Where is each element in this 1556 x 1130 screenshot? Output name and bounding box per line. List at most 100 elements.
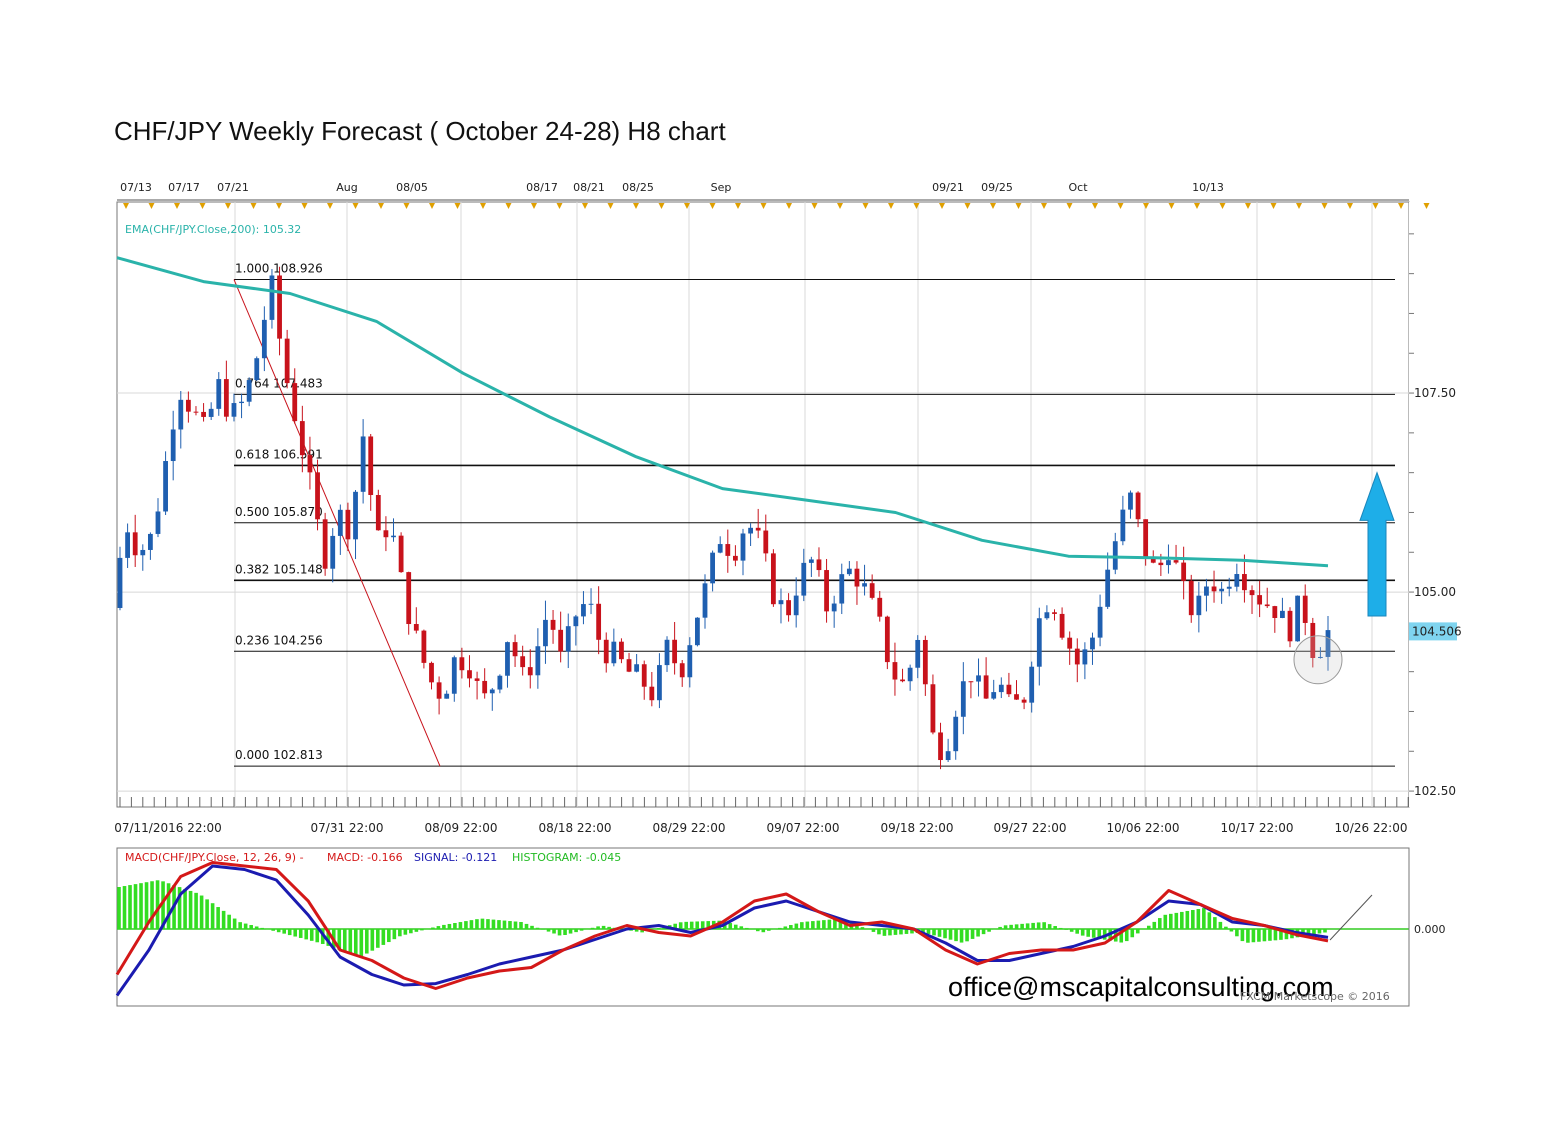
event-marker-icon	[633, 203, 639, 209]
candle-body	[717, 544, 723, 553]
histogram-bar	[1251, 929, 1256, 943]
event-marker-icon	[403, 203, 410, 209]
histogram-bar	[293, 929, 298, 937]
histogram-bar	[1086, 929, 1091, 937]
histogram-bar	[706, 921, 711, 929]
event-marker-icon	[1143, 203, 1149, 209]
histogram-bar	[1025, 923, 1030, 929]
fibonacci-label: 0.500 105.870	[235, 505, 323, 519]
event-marker-icon	[735, 203, 741, 209]
histogram-bar	[210, 903, 215, 929]
candle-body	[1090, 637, 1095, 650]
histogram-bar	[689, 921, 694, 929]
histogram-bar	[1003, 925, 1008, 929]
histogram-bar	[634, 929, 639, 932]
histogram-bar	[596, 926, 600, 929]
event-marker-icon	[174, 203, 180, 209]
histogram-bar	[783, 926, 788, 929]
histogram-bar	[1306, 929, 1311, 936]
event-marker-icon	[250, 203, 257, 209]
contact-email: office@mscapitalconsulting.com	[948, 972, 1334, 1002]
top-date-label: Oct	[1068, 181, 1088, 194]
candle-body	[763, 530, 769, 554]
histogram-bar	[926, 929, 931, 934]
event-marker-icon	[607, 203, 614, 209]
up-arrow-icon	[1359, 471, 1395, 617]
bottom-date-label: 10/26 22:00	[1335, 821, 1408, 835]
histogram-bar	[541, 929, 545, 930]
histogram-bar	[976, 929, 980, 937]
candle-body	[1166, 560, 1171, 566]
histogram-bar	[502, 920, 507, 929]
histogram-value-label: HISTOGRAM: -0.045	[512, 851, 621, 864]
histogram-bar	[133, 884, 138, 929]
top-date-label: 08/25	[622, 181, 654, 194]
candle-body	[1295, 595, 1301, 642]
histogram-bar	[838, 918, 843, 929]
candle-body	[1014, 694, 1019, 700]
histogram-bar	[761, 929, 766, 933]
candle-body	[474, 678, 480, 681]
histogram-bar	[739, 926, 744, 929]
histogram-bar	[1141, 929, 1146, 930]
histogram-bar	[640, 929, 644, 933]
candle-body	[239, 401, 244, 404]
event-marker-icon	[429, 203, 435, 209]
top-date-label: 08/05	[396, 181, 428, 194]
histogram-bar	[552, 929, 556, 934]
candle-body	[368, 436, 374, 496]
histogram-bar	[1124, 929, 1129, 942]
histogram-bar	[899, 929, 903, 935]
histogram-bar	[1174, 912, 1179, 929]
candle-body	[1044, 612, 1050, 619]
candle-body	[649, 686, 655, 701]
histogram-bar	[243, 923, 248, 929]
histogram-bar	[1185, 910, 1190, 929]
histogram-bar	[1152, 921, 1157, 929]
candle-body	[983, 675, 989, 699]
event-marker-icon	[709, 203, 716, 209]
candle-body	[687, 645, 693, 678]
bottom-date-label: 08/29 22:00	[653, 821, 726, 835]
candle-body	[816, 559, 822, 571]
candle-body	[117, 557, 123, 608]
event-marker-icon	[582, 203, 588, 209]
event-marker-icon	[760, 203, 767, 209]
histogram-bar	[144, 882, 149, 929]
histogram-bar	[1069, 929, 1074, 932]
macd-indicator-label: MACD(CHF/JPY.Close, 12, 26, 9) -	[125, 851, 304, 864]
histogram-bar	[508, 921, 512, 929]
event-marker-icon	[1347, 203, 1353, 209]
event-marker-icon	[531, 203, 537, 209]
histogram-bar	[651, 929, 655, 930]
histogram-bar	[1268, 929, 1272, 941]
event-marker-icon	[123, 203, 129, 209]
candle-body	[892, 662, 898, 680]
histogram-bar	[486, 919, 490, 929]
ema-indicator-label: EMA(CHF/JPY.Close,200): 105.32	[125, 223, 301, 236]
histogram-bar	[260, 927, 264, 929]
candle-body	[725, 544, 731, 556]
histogram-bar	[656, 928, 661, 929]
candle-body	[1287, 610, 1293, 642]
candle-body	[223, 379, 229, 417]
histogram-bar	[1119, 929, 1124, 943]
event-marker-icon	[1015, 203, 1022, 209]
histogram-bar	[420, 929, 424, 931]
event-marker-icon	[888, 203, 894, 209]
candle-body	[413, 624, 419, 631]
candle-body	[1067, 637, 1073, 649]
candle-body	[330, 535, 336, 569]
histogram-bar	[860, 927, 865, 929]
histogram-bar	[519, 922, 523, 929]
candle-body	[1128, 492, 1133, 510]
histogram-bar	[1246, 929, 1250, 943]
histogram-bar	[381, 929, 386, 945]
event-marker-icon	[378, 203, 384, 209]
event-marker-icon	[964, 203, 971, 209]
candle-body	[976, 675, 981, 682]
histogram-bar	[431, 927, 435, 929]
histogram-bar	[447, 923, 452, 929]
histogram-bar	[304, 929, 309, 940]
event-marker-icon	[684, 203, 690, 209]
